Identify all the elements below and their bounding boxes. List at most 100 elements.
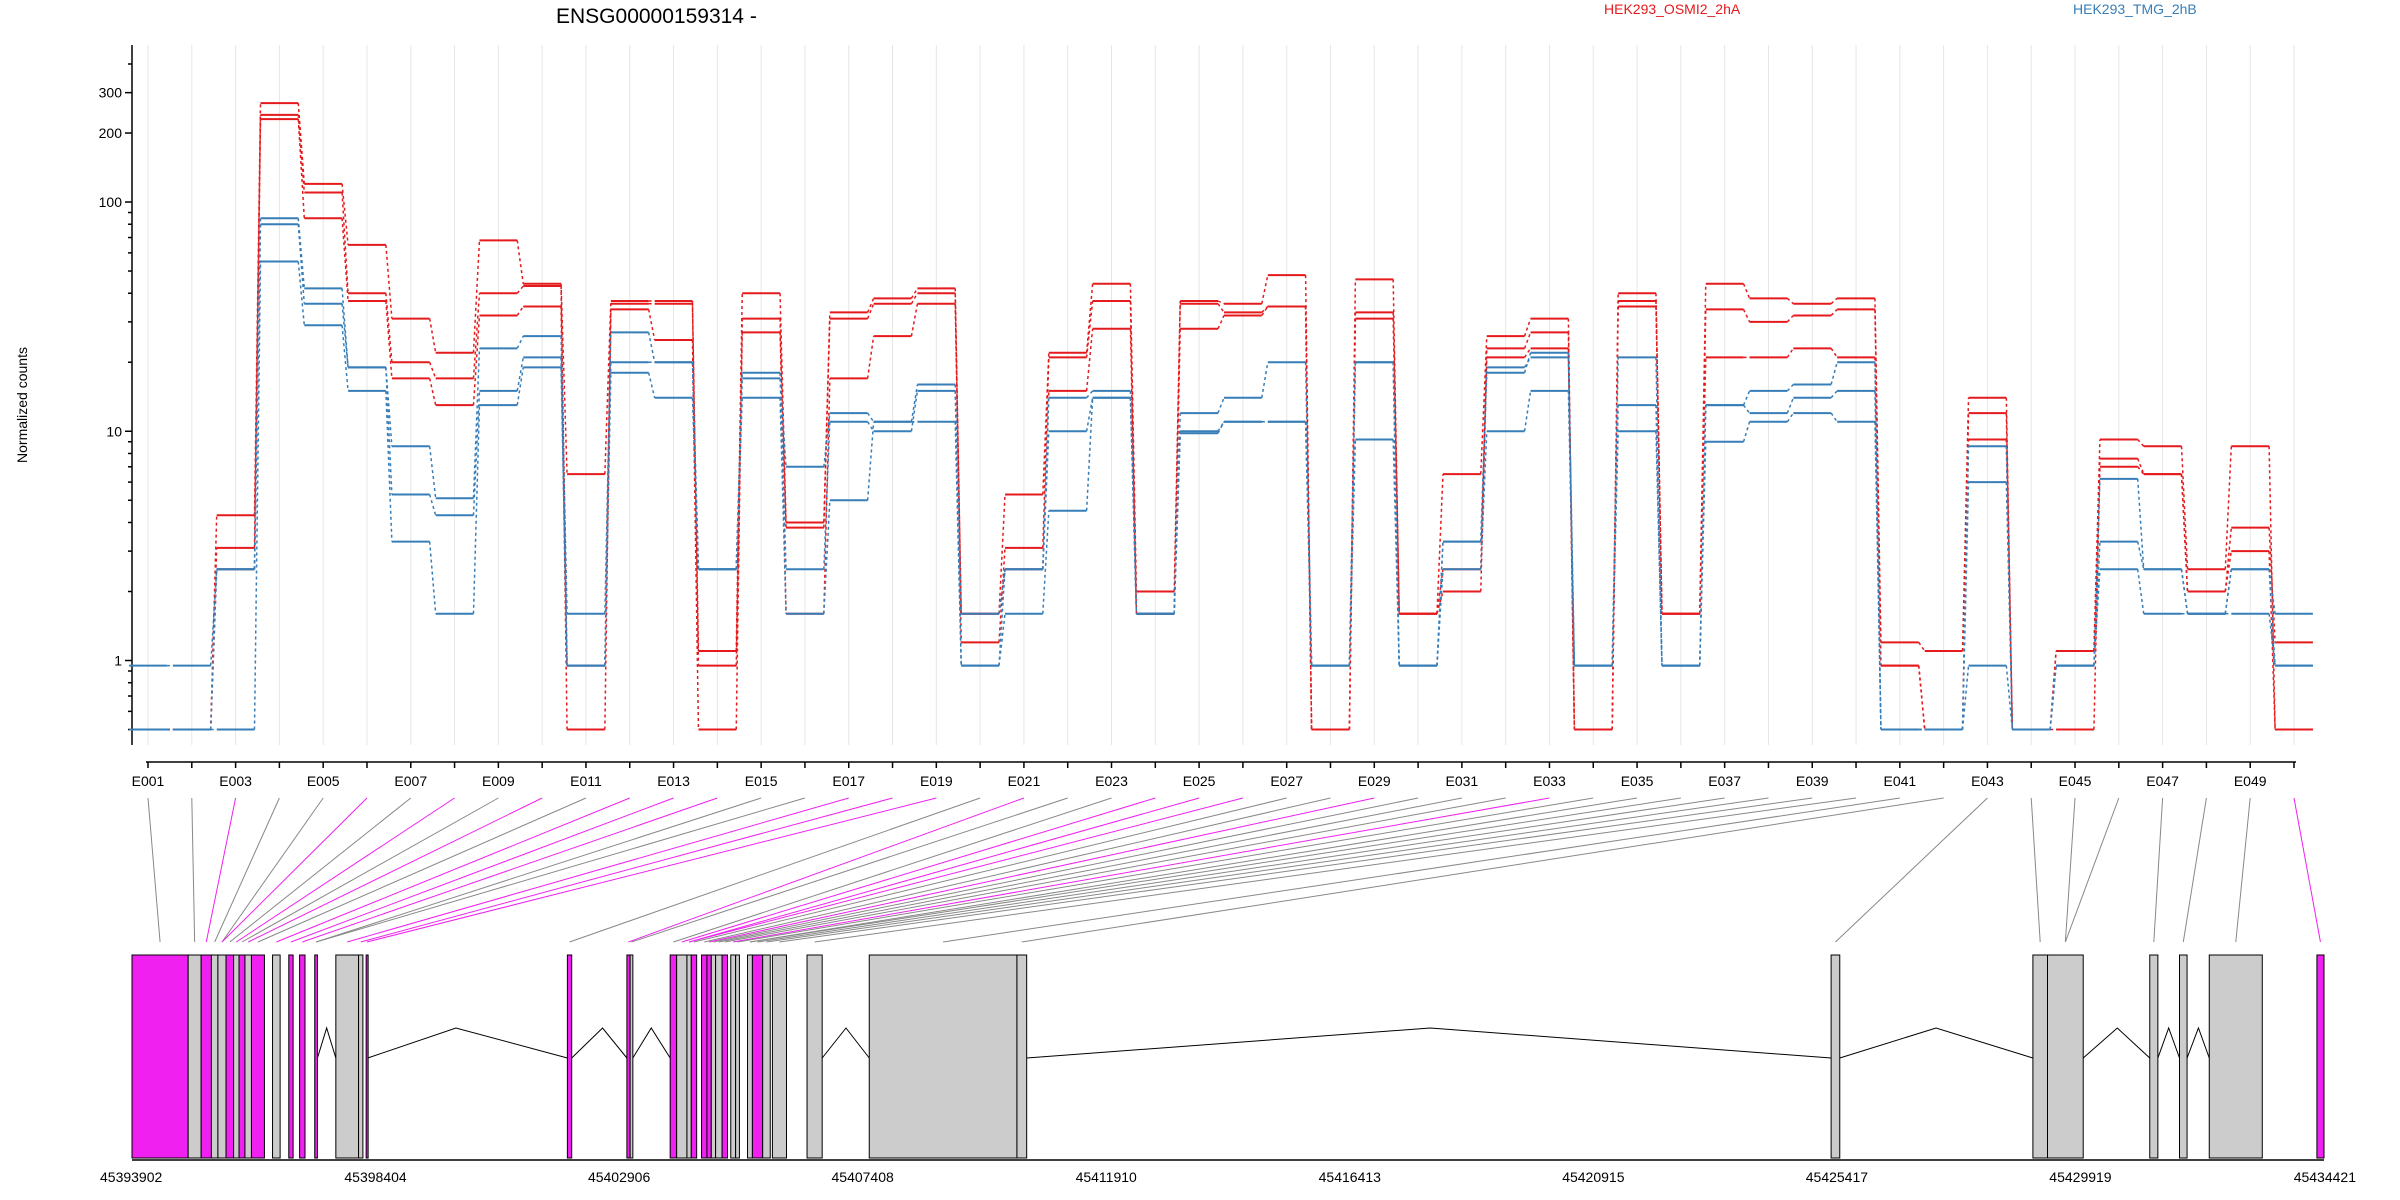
exon-map-line — [257, 797, 587, 943]
exon-map-line — [366, 797, 937, 943]
exon-connector — [1523, 332, 1532, 349]
exon-map-line — [247, 797, 543, 943]
series-5 — [129, 260, 2313, 731]
exon-connector — [341, 218, 349, 302]
exon-connector — [779, 397, 787, 614]
exon-connector — [516, 285, 524, 294]
coord-tick-label: 45425417 — [1806, 1169, 1869, 1185]
exon-connector — [2136, 541, 2145, 570]
exon-map-line — [347, 797, 849, 943]
exon-connector — [1961, 665, 1970, 730]
exon-map-line — [302, 797, 718, 943]
exon-map-line — [241, 797, 499, 943]
exon-label: E045 — [2059, 773, 2092, 789]
exon-map-line — [315, 797, 806, 943]
exon-label: E025 — [1183, 773, 1216, 789]
exon-connector — [1742, 421, 1751, 442]
series-4 — [129, 223, 2313, 731]
exon-connector — [1129, 397, 1138, 614]
exon-box — [2047, 954, 2084, 1159]
exon-label: E019 — [920, 773, 953, 789]
exon-connector — [823, 421, 831, 570]
exon-connector — [2268, 446, 2276, 730]
exon-connector — [209, 569, 218, 730]
exon-box — [2316, 954, 2325, 1159]
gene-model — [131, 954, 2325, 1159]
exon-map-line — [191, 797, 196, 943]
exon-connector — [1436, 569, 1444, 614]
exon-connector — [472, 293, 481, 379]
exon-connector — [341, 303, 349, 368]
exon-map-line — [1835, 797, 1988, 943]
exon-connector — [866, 421, 875, 432]
exon-connector — [1918, 641, 1926, 652]
exon-label: E013 — [657, 773, 690, 789]
intron-line — [2082, 1027, 2151, 1059]
exon-box — [1830, 954, 1841, 1159]
exon-connector — [1917, 665, 1926, 730]
exon-box — [200, 954, 212, 1159]
exon-connector — [1786, 314, 1794, 323]
exon-connector — [2224, 551, 2233, 592]
intron-line — [632, 1027, 671, 1059]
exon-box — [730, 954, 737, 1159]
exon-connector — [1523, 318, 1532, 337]
exon-connector — [341, 192, 349, 294]
exon-label: E021 — [1008, 773, 1041, 789]
exon-map-line — [749, 797, 1681, 943]
exon-map-line — [2293, 797, 2321, 943]
exon-box — [715, 954, 723, 1159]
exon-box — [669, 954, 678, 1159]
exon-connector — [297, 224, 306, 304]
exon-connector — [998, 569, 1006, 614]
exon-map-line — [724, 797, 1506, 943]
exon-connector — [2180, 474, 2189, 592]
exon-connector — [1830, 390, 1838, 399]
exon-label: E047 — [2146, 773, 2179, 789]
exon-connector — [604, 300, 612, 475]
exon-connector — [2049, 650, 2057, 730]
exon-map-line — [221, 797, 324, 943]
exon-connector — [1480, 431, 1488, 570]
exon-connector — [472, 315, 481, 406]
exon-map-line — [2235, 797, 2251, 943]
exon-connector — [1217, 300, 1225, 305]
exon-connector — [1436, 569, 1444, 666]
exon-connector — [998, 613, 1006, 666]
exon-box — [131, 954, 189, 1159]
exon-connector — [866, 421, 875, 501]
exon-box — [676, 954, 688, 1159]
y-tick-label: 1 — [114, 653, 122, 669]
exon-box — [566, 954, 573, 1159]
exon-connector — [560, 336, 568, 614]
exon-connector — [735, 318, 743, 730]
coord-tick-label: 45420915 — [1562, 1169, 1625, 1185]
exon-connector — [516, 335, 524, 349]
exon-map-line — [2064, 797, 2120, 943]
exon-map-line — [673, 797, 1112, 943]
exon-label: E011 — [570, 773, 602, 789]
coord-tick-label: 45407408 — [832, 1169, 895, 1185]
exon-box — [771, 954, 787, 1159]
chart-title: ENSG00000159314 - — [556, 5, 757, 28]
exon-label: E031 — [1446, 773, 1479, 789]
exon-connector — [2136, 569, 2145, 614]
exon-connector — [1523, 357, 1532, 368]
exon-map-line — [704, 797, 1331, 943]
exon-map-line — [943, 797, 1900, 943]
exon-box — [233, 954, 240, 1159]
exon-map-line — [205, 797, 237, 943]
exon-box — [2208, 954, 2263, 1159]
exon-map-line — [2153, 797, 2164, 943]
exon-map-line — [236, 797, 455, 943]
exon-connector — [1085, 300, 1094, 358]
exon-connector — [910, 303, 919, 337]
exon-connector — [428, 446, 437, 499]
exon-connector — [691, 340, 700, 730]
y-axis-label: Normalized counts — [14, 347, 30, 463]
exon-connector — [560, 283, 568, 475]
exon-map-line — [681, 797, 1156, 943]
exon-map-line — [688, 797, 1244, 943]
exon-connector — [910, 287, 919, 299]
exon-connector — [1655, 405, 1663, 666]
